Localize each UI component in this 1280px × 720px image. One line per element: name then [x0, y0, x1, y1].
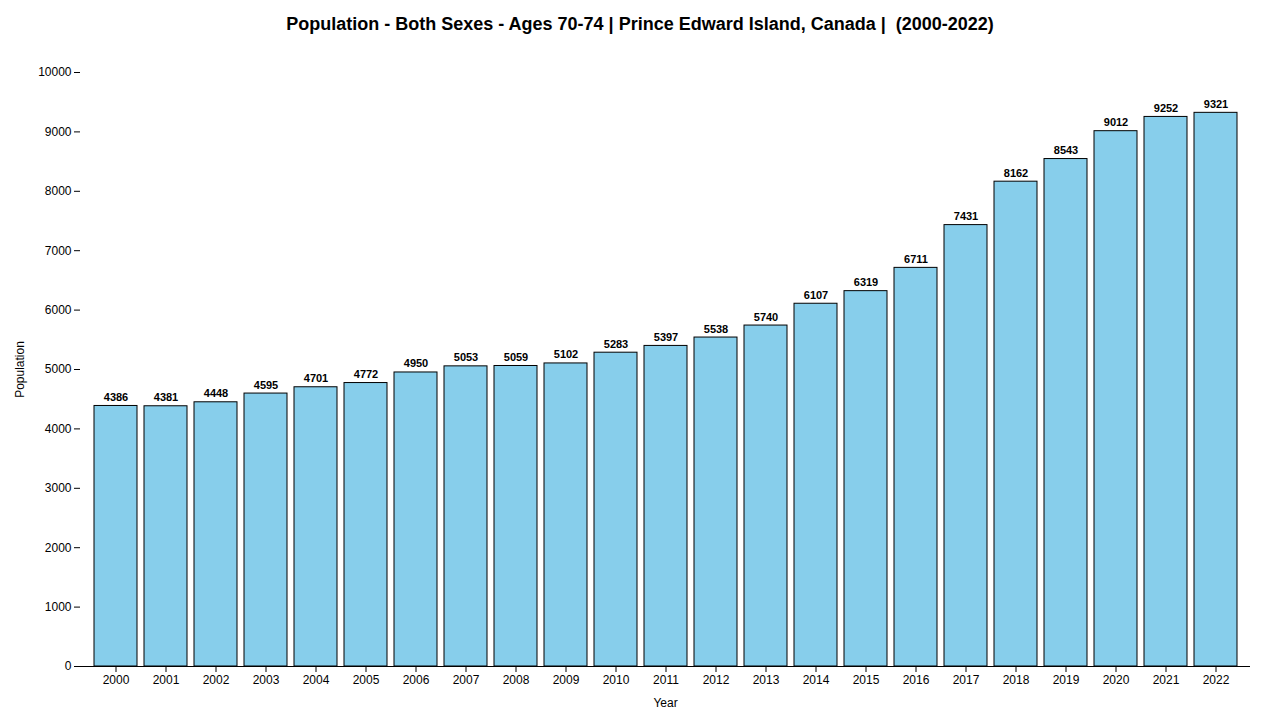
svg-text:2018: 2018: [1003, 673, 1030, 687]
svg-text:Population: Population: [13, 341, 27, 398]
svg-text:5000: 5000: [45, 362, 72, 376]
svg-text:6711: 6711: [904, 253, 928, 265]
svg-text:9000: 9000: [45, 125, 72, 139]
svg-text:2008: 2008: [503, 673, 530, 687]
svg-text:4381: 4381: [154, 391, 178, 403]
svg-text:2003: 2003: [253, 673, 280, 687]
svg-text:2000: 2000: [45, 541, 72, 555]
svg-text:5059: 5059: [504, 351, 528, 363]
svg-text:2013: 2013: [753, 673, 780, 687]
svg-text:2007: 2007: [453, 673, 480, 687]
svg-text:0: 0: [65, 659, 72, 673]
svg-text:5397: 5397: [654, 331, 678, 343]
svg-text:4448: 4448: [204, 387, 228, 399]
svg-text:2002: 2002: [203, 673, 230, 687]
svg-text:5053: 5053: [454, 351, 478, 363]
svg-text:2017: 2017: [953, 673, 980, 687]
svg-text:5538: 5538: [704, 323, 728, 335]
svg-text:8000: 8000: [45, 184, 72, 198]
svg-text:4386: 4386: [104, 391, 128, 403]
svg-text:2006: 2006: [403, 673, 430, 687]
svg-text:4000: 4000: [45, 422, 72, 436]
svg-text:6107: 6107: [804, 289, 828, 301]
svg-text:2000: 2000: [103, 673, 130, 687]
svg-text:7000: 7000: [45, 244, 72, 258]
svg-text:3000: 3000: [45, 481, 72, 495]
svg-text:5102: 5102: [554, 348, 578, 360]
html-text:Population - Both Sexes - Ages: Population - Both Sexes - Ages 70-74 | P…: [286, 14, 994, 34]
svg-text:4701: 4701: [304, 372, 328, 384]
svg-text:2022: 2022: [1203, 673, 1230, 687]
svg-text:2020: 2020: [1103, 673, 1130, 687]
svg-text:4595: 4595: [254, 379, 278, 391]
svg-text:9321: 9321: [1204, 98, 1228, 110]
svg-text:2016: 2016: [903, 673, 930, 687]
svg-text:2014: 2014: [803, 673, 830, 687]
svg-text:2005: 2005: [353, 673, 380, 687]
svg-text:2010: 2010: [603, 673, 630, 687]
svg-text:2011: 2011: [653, 673, 679, 687]
svg-text:2009: 2009: [553, 673, 580, 687]
svg-text:8162: 8162: [1004, 167, 1028, 179]
svg-text:5283: 5283: [604, 338, 628, 350]
svg-text:8543: 8543: [1054, 144, 1078, 156]
svg-text:6319: 6319: [854, 276, 878, 288]
svg-text:2015: 2015: [853, 673, 880, 687]
svg-text:7431: 7431: [954, 210, 978, 222]
svg-text:9252: 9252: [1154, 102, 1178, 114]
svg-text:9012: 9012: [1104, 116, 1128, 128]
svg-text:2021: 2021: [1153, 673, 1180, 687]
svg-text:5740: 5740: [754, 311, 778, 323]
svg-text:2012: 2012: [703, 673, 730, 687]
svg-text:6000: 6000: [45, 303, 72, 317]
svg-text:2001: 2001: [153, 673, 180, 687]
svg-text:2019: 2019: [1053, 673, 1080, 687]
svg-text:Year: Year: [653, 696, 677, 710]
svg-text:10000: 10000: [38, 65, 72, 79]
svg-text:2004: 2004: [303, 673, 330, 687]
svg-text:4772: 4772: [354, 368, 378, 380]
svg-text:1000: 1000: [45, 600, 72, 614]
svg-text:4950: 4950: [404, 357, 428, 369]
